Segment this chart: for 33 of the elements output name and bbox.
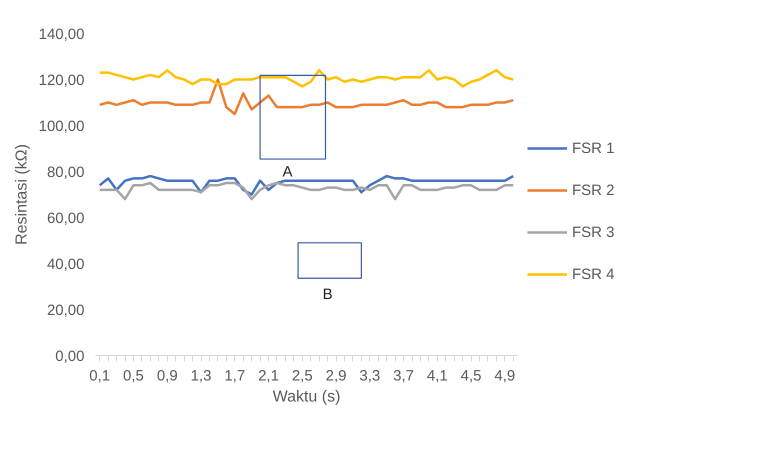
x-tick-label: 1,3 [190, 368, 212, 384]
x-tick-label: 2,1 [258, 368, 279, 384]
y-tick-label: 120,00 [38, 72, 85, 89]
x-tick-label: 1,7 [224, 368, 246, 384]
y-axis-title: Resintasi (kΩ) [14, 144, 31, 245]
x-tick-label: 3,3 [359, 368, 380, 384]
annotation: A [282, 163, 293, 180]
x-tick-label: 0,9 [156, 368, 178, 384]
line-series [98, 69, 515, 88]
y-tick-label: 100,00 [38, 118, 85, 135]
legend-label: FSR 4 [572, 266, 615, 282]
annotation: B [322, 286, 333, 303]
y-tick-label: 140,00 [38, 26, 85, 43]
x-tick-label: 3,7 [393, 368, 414, 384]
y-tick-label: 80,00 [46, 164, 85, 181]
x-tick-label: 0,1 [89, 368, 110, 384]
line-series [98, 78, 515, 116]
x-axis-title: Waktu (s) [272, 388, 340, 406]
x-tick-label: 4,1 [426, 368, 448, 384]
legend-label: FSR 2 [572, 182, 615, 198]
x-tick-label: 2,5 [292, 368, 313, 384]
legend-label: FSR 1 [572, 140, 615, 156]
x-tick-label: 2,9 [326, 368, 346, 384]
x-tick-label: 0,5 [123, 368, 144, 384]
y-tick-label: 60,00 [46, 210, 85, 227]
x-tick-label: 4,9 [494, 368, 516, 384]
y-tick-label: 40,00 [46, 256, 85, 273]
line-series [98, 182, 515, 200]
y-tick-label: 20,00 [46, 302, 85, 319]
y-tick-label: 0,00 [55, 348, 85, 365]
x-tick-label: 4,5 [460, 368, 482, 384]
legend-label: FSR 3 [572, 224, 615, 240]
line-series [98, 174, 515, 196]
